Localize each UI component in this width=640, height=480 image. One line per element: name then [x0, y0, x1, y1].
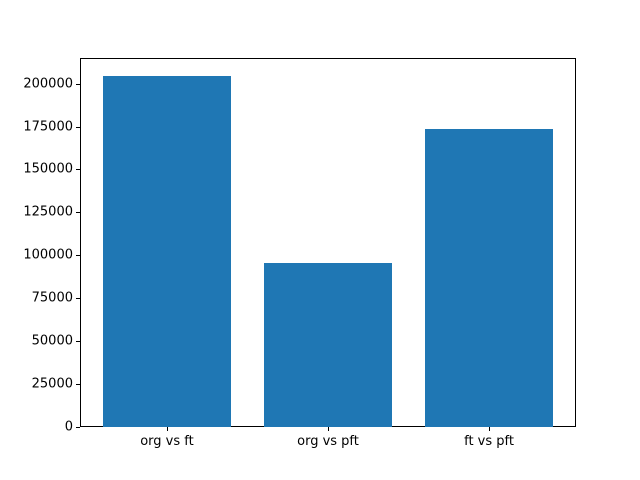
bar-org-vs-ft [102, 75, 232, 427]
y-tick-mark [76, 298, 80, 300]
y-tick-label: 25000 [31, 376, 73, 392]
y-tick-mark [76, 126, 80, 128]
x-tick-mark [166, 427, 168, 431]
y-tick-label: 0 [64, 419, 73, 435]
y-tick-mark [76, 255, 80, 257]
y-tick-mark [76, 427, 80, 428]
y-tick-label: 125000 [23, 204, 73, 220]
y-tick-label: 100000 [23, 247, 73, 263]
y-tick-mark [76, 212, 80, 214]
x-tick-label: org vs pft [297, 434, 359, 449]
y-tick-mark [76, 341, 80, 343]
x-tick-mark [328, 427, 329, 431]
y-tick-label: 175000 [23, 119, 73, 134]
y-tick-mark [76, 384, 80, 386]
y-tick-label: 150000 [23, 161, 73, 177]
x-tick-mark [489, 427, 491, 431]
x-tick-label: ft vs pft [464, 434, 514, 449]
bar-ft-vs-pft [424, 129, 554, 427]
y-tick-label: 200000 [23, 76, 73, 92]
y-tick-mark [76, 83, 80, 85]
y-tick-mark [76, 169, 80, 171]
y-tick-label: 75000 [31, 290, 73, 306]
bar-org-vs-pft [263, 263, 393, 427]
y-tick-label: 50000 [31, 333, 73, 349]
x-tick-label: org vs ft [140, 434, 194, 449]
